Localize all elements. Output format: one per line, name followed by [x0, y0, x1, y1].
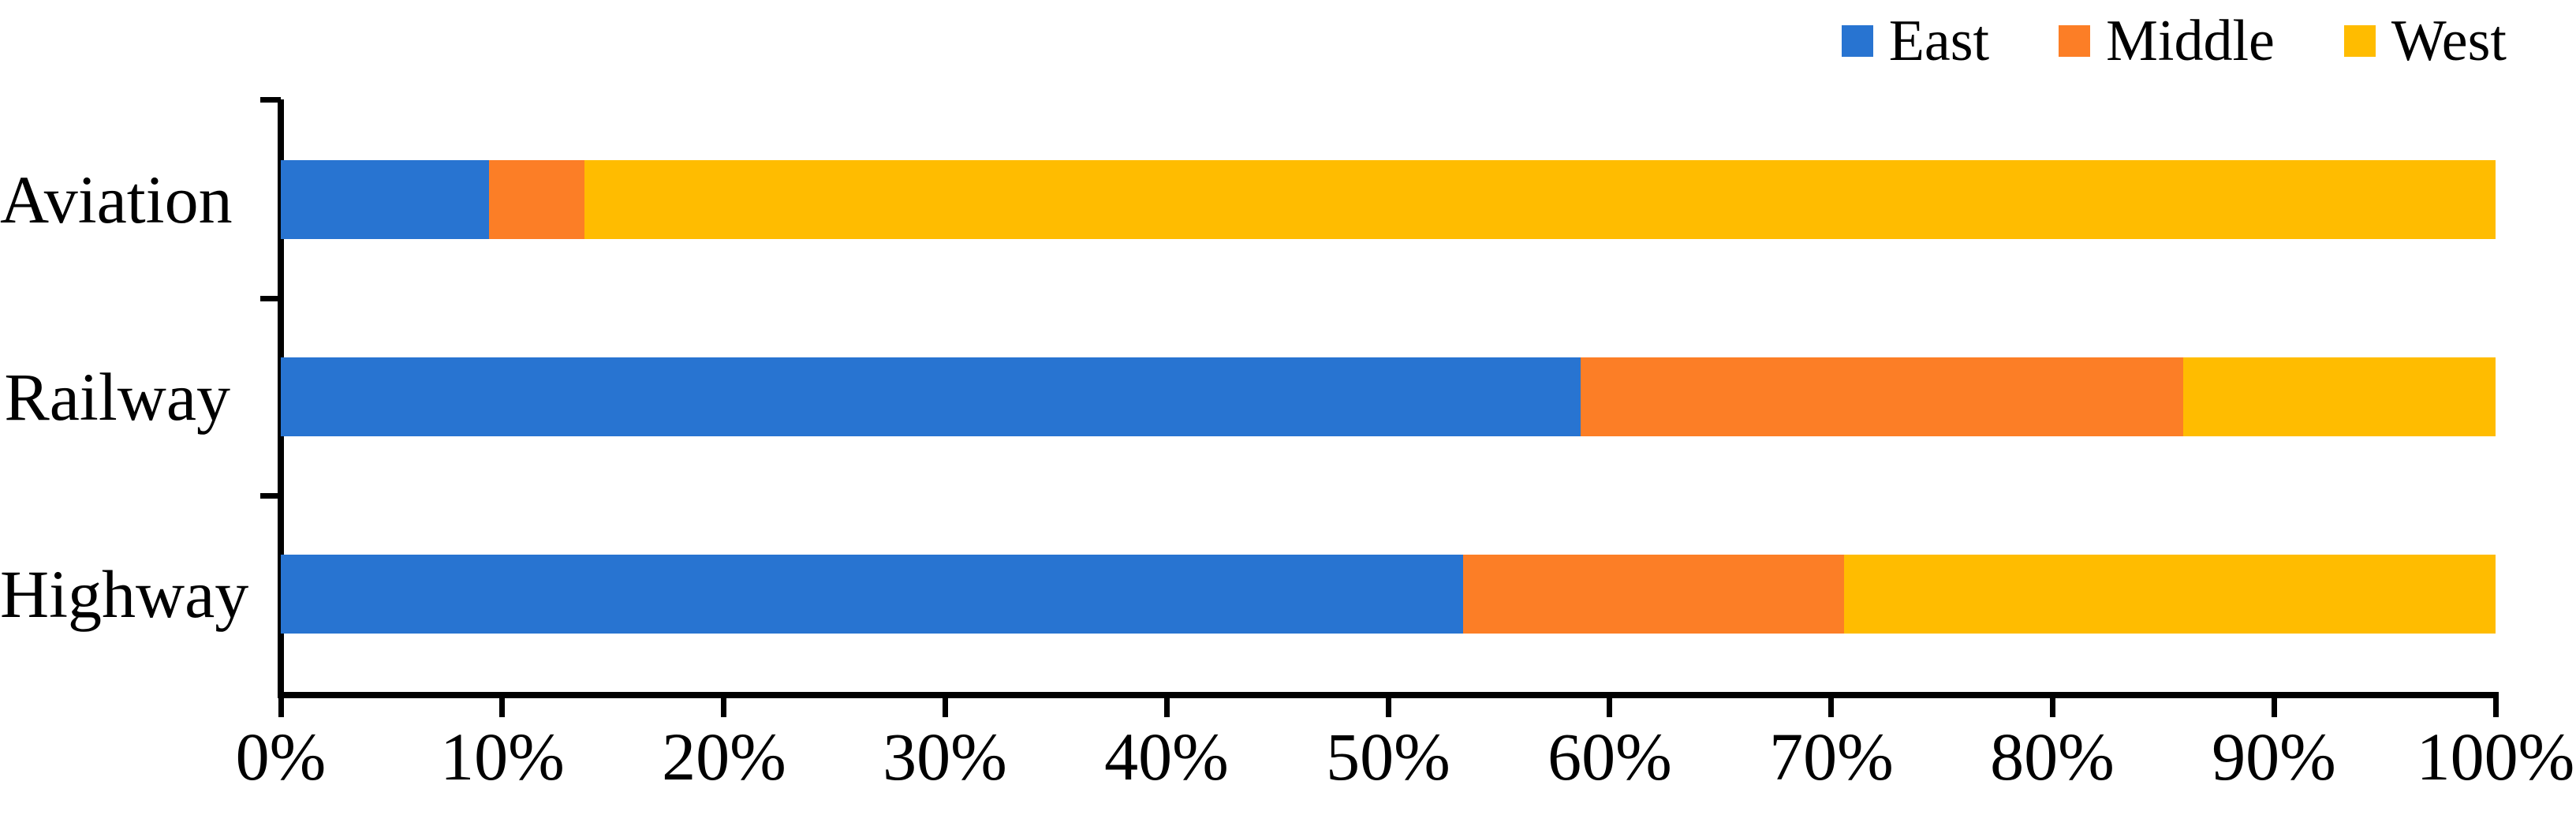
bar-segment-highway-middle: [1463, 555, 1845, 634]
bar-segment-aviation-west: [584, 160, 2496, 239]
x-axis-tick: [2272, 695, 2277, 717]
bar-segment-highway-east: [281, 555, 1464, 634]
x-axis-tick: [1164, 695, 1170, 717]
bar-segment-highway-west: [1844, 555, 2496, 634]
x-axis-tick: [943, 695, 948, 717]
x-axis-tick-label: 60%: [1547, 719, 1672, 794]
y-axis-tick: [260, 97, 281, 103]
chart-legend: East Middle West: [1841, 0, 2507, 82]
x-axis-tick-label: 100%: [2416, 719, 2575, 794]
x-axis-tick: [2050, 695, 2055, 717]
x-axis-tick-label: 10%: [440, 719, 565, 794]
x-axis-tick-label: 50%: [1326, 719, 1450, 794]
x-axis-tick: [721, 695, 726, 717]
x-axis-tick: [1828, 695, 1834, 717]
y-axis-tick: [260, 493, 281, 499]
x-axis-tick: [278, 695, 284, 717]
x-axis-tick: [2493, 695, 2499, 717]
bar-segment-aviation-middle: [488, 160, 584, 239]
category-label-aviation: Aviation: [0, 162, 233, 237]
x-axis-tick-label: 80%: [1990, 719, 2115, 794]
bar-row-railway: [281, 357, 2496, 436]
legend-swatch-east: [1841, 25, 1873, 57]
legend-item-middle: Middle: [2059, 12, 2275, 70]
bar-row-aviation: [281, 160, 2496, 239]
bar-row-highway: [281, 555, 2496, 634]
x-axis-tick-label: 0%: [235, 719, 327, 794]
x-axis-tick-label: 70%: [1769, 719, 1894, 794]
legend-swatch-middle: [2059, 25, 2091, 57]
x-axis-tick-label: 90%: [2212, 719, 2336, 794]
bar-segment-railway-west: [2183, 357, 2496, 436]
bar-segment-railway-east: [281, 357, 1581, 436]
legend-label-west: West: [2391, 9, 2507, 73]
legend-item-west: West: [2343, 9, 2507, 73]
x-axis-tick: [1607, 695, 1612, 717]
x-axis-tick-label: 20%: [662, 719, 786, 794]
x-axis-tick-label: 40%: [1104, 719, 1229, 794]
x-axis-tick-label: 30%: [883, 719, 1007, 794]
legend-swatch-west: [2343, 25, 2376, 57]
x-axis-tick: [499, 695, 505, 717]
bar-segment-railway-middle: [1581, 357, 2184, 436]
legend-label-middle: Middle: [2106, 9, 2275, 73]
category-label-highway: Highway: [0, 556, 249, 632]
legend-label-east: East: [1888, 9, 1990, 73]
category-label-railway: Railway: [4, 359, 230, 435]
bar-segment-aviation-east: [281, 160, 489, 239]
x-axis-tick: [1386, 695, 1391, 717]
legend-item-east: East: [1841, 9, 1990, 73]
y-axis-tick: [260, 296, 281, 301]
